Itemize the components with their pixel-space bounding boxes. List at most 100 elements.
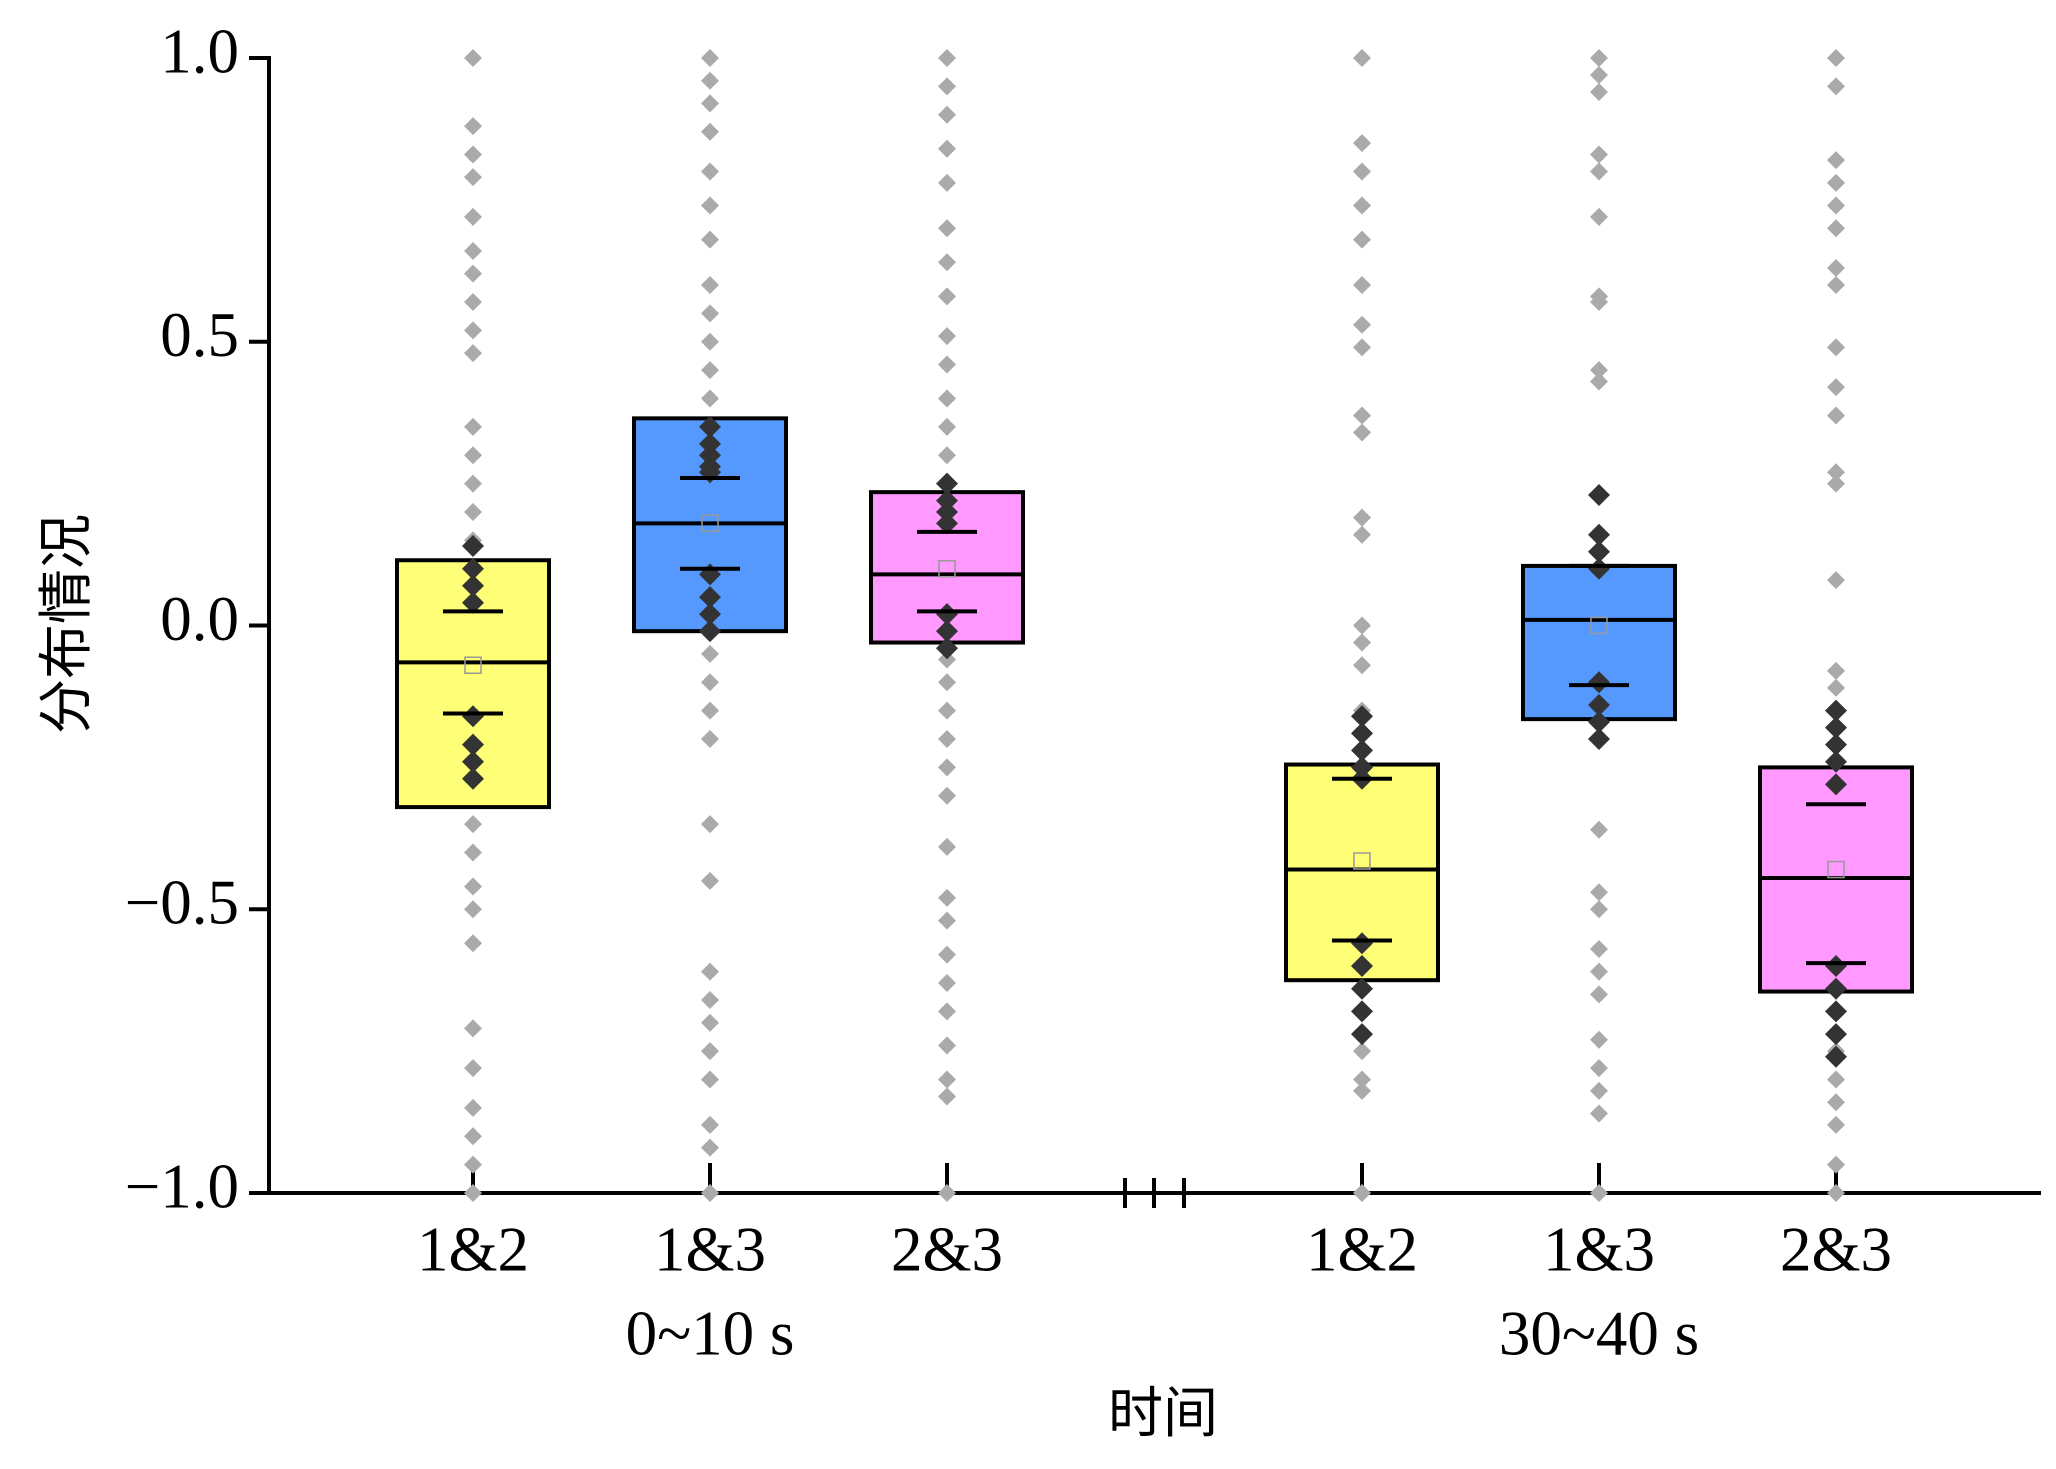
data-point: [701, 701, 719, 720]
inner-point: [1351, 1000, 1373, 1023]
data-point: [938, 219, 956, 238]
data-point: [1827, 151, 1845, 170]
data-point: [1353, 1184, 1371, 1202]
inner-point: [1351, 932, 1373, 955]
data-point: [701, 673, 719, 692]
data-point: [938, 974, 956, 993]
data-point: [1590, 1059, 1608, 1078]
inner-point: [1351, 1023, 1373, 1046]
data-point: [1827, 1093, 1845, 1112]
data-point: [1590, 293, 1608, 312]
inner-point: [1825, 699, 1847, 722]
data-point: [938, 888, 956, 907]
data-point: [1590, 1081, 1608, 1100]
data-point: [1353, 230, 1371, 249]
data-point: [1827, 661, 1845, 680]
data-point: [1590, 361, 1608, 380]
data-point: [1827, 1184, 1845, 1202]
data-point: [938, 911, 956, 930]
data-point: [938, 173, 956, 192]
data-point: [701, 122, 719, 141]
inner-point: [462, 557, 484, 580]
data-point: [464, 474, 482, 493]
inner-point: [936, 603, 958, 626]
data-point: [701, 361, 719, 380]
inner-point: [936, 637, 958, 660]
data-point: [1590, 883, 1608, 902]
y-axis-label: 分布情况: [34, 514, 98, 734]
data-point: [1590, 162, 1608, 181]
inner-point: [699, 444, 721, 467]
data-point: [1827, 49, 1845, 67]
inner-point: [699, 586, 721, 609]
data-point: [701, 1138, 719, 1157]
mean-marker: [938, 560, 956, 578]
data-point: [464, 49, 482, 67]
x-tick-label: 2&3: [891, 1214, 1003, 1284]
data-point: [1827, 463, 1845, 482]
data-point: [701, 71, 719, 90]
data-point: [1827, 77, 1845, 96]
inner-point: [462, 767, 484, 790]
inner-point: [1588, 728, 1610, 750]
inner-point: [699, 603, 721, 626]
inner-point: [1351, 705, 1373, 728]
data-point: [1353, 49, 1371, 67]
x-tick-label: 1&2: [417, 1214, 529, 1284]
inner-point: [1351, 722, 1373, 745]
data-point: [464, 344, 482, 363]
y-tick-label: −1.0: [125, 1151, 239, 1221]
data-point: [1590, 207, 1608, 226]
data-point: [938, 945, 956, 964]
data-point: [701, 730, 719, 748]
data-point: [701, 1115, 719, 1134]
data-point: [938, 1070, 956, 1089]
inner-point: [936, 620, 958, 643]
data-point: [464, 321, 482, 340]
data-point: [464, 446, 482, 465]
inner-point: [936, 489, 958, 512]
inner-point: [699, 432, 721, 455]
data-point: [701, 162, 719, 181]
box: [1521, 563, 1677, 722]
data-point: [1827, 276, 1845, 294]
data-point: [938, 139, 956, 158]
data-point: [1827, 196, 1845, 215]
data-point: [464, 145, 482, 164]
data-point: [464, 417, 482, 436]
data-point: [464, 815, 482, 834]
data-point: [1590, 83, 1608, 102]
mean-marker: [1353, 852, 1371, 870]
data-point: [464, 1155, 482, 1174]
inner-point: [1588, 523, 1610, 546]
inner-point: [1825, 1023, 1847, 1046]
data-point: [1353, 315, 1371, 334]
y-tick-label: −0.5: [125, 868, 239, 938]
inner-point: [1351, 955, 1373, 977]
inner-point: [936, 501, 958, 523]
data-point: [1353, 525, 1371, 544]
data-point: [1353, 423, 1371, 442]
data-point: [938, 49, 956, 67]
mean-marker: [701, 514, 719, 533]
data-point: [1590, 962, 1608, 981]
x-tick-label: 1&2: [1306, 1214, 1418, 1284]
data-point: [701, 389, 719, 408]
data-point: [1353, 508, 1371, 527]
data-point: [1827, 571, 1845, 590]
data-point: [938, 650, 956, 669]
data-point: [464, 1127, 482, 1146]
data-point: [938, 786, 956, 805]
inner-point: [1588, 557, 1610, 580]
data-point: [938, 355, 956, 374]
inner-point: [1825, 977, 1847, 1000]
data-point: [464, 503, 482, 521]
data-point: [701, 304, 719, 323]
inner-point: [1825, 733, 1847, 756]
group-label: 0~10 s: [626, 1298, 795, 1368]
inner-point: [1825, 955, 1847, 977]
inner-point: [462, 535, 484, 558]
data-point: [938, 389, 956, 408]
data-point: [464, 1019, 482, 1038]
